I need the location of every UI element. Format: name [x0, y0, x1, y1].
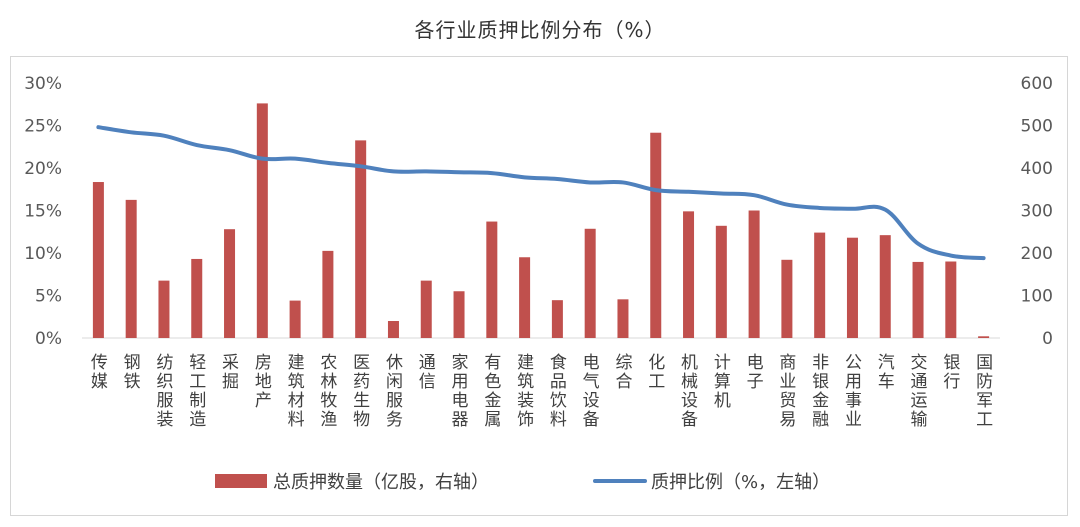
bar — [814, 232, 826, 338]
chart-title: 各行业质押比例分布（%） — [414, 18, 666, 42]
bar — [191, 258, 203, 338]
x-tick-label: 汽车 — [878, 353, 895, 392]
y-right-tick-label: 400 — [1021, 159, 1053, 179]
bar — [748, 210, 760, 338]
bar — [486, 221, 498, 338]
x-tick-label: 食品饮料 — [550, 353, 567, 430]
y-left-tick-label: 0% — [35, 329, 62, 349]
x-tick-label: 休闲服务 — [386, 353, 403, 430]
y-left-tick-label: 10% — [24, 244, 62, 264]
bar — [322, 250, 334, 338]
x-tick-label: 农林牧渔 — [320, 353, 337, 430]
x-tick-label: 非银金融 — [812, 353, 829, 430]
bar — [92, 182, 104, 338]
bar — [125, 199, 137, 338]
y-right-tick-label: 600 — [1021, 74, 1053, 94]
bar — [551, 300, 563, 338]
x-tick-label: 银行 — [943, 353, 960, 392]
bar — [781, 259, 793, 338]
x-tick-label: 钢铁 — [124, 353, 141, 392]
x-tick-label: 化工 — [648, 353, 665, 392]
y-right-tick-label: 200 — [1021, 244, 1053, 264]
bar — [420, 280, 432, 338]
x-tick-label: 电子 — [747, 353, 764, 392]
bar — [617, 299, 629, 338]
bar — [256, 103, 268, 339]
x-tick-label: 房地产 — [255, 353, 272, 411]
bar — [158, 280, 170, 338]
legend-bar-label: 总质押数量（亿股，右轴） — [273, 472, 489, 493]
series-line — [96, 125, 986, 261]
bar — [453, 291, 465, 338]
y-right-tick-label: 0 — [1042, 329, 1053, 349]
x-tick-label: 机械设备 — [681, 353, 698, 430]
x-tick-label: 医药生物 — [353, 353, 370, 430]
x-tick-label: 轻工制造 — [189, 353, 206, 430]
y-right-tick-label: 500 — [1021, 117, 1053, 137]
x-tick-label: 计算机 — [714, 353, 731, 411]
y-left-tick-label: 15% — [24, 202, 62, 222]
bar — [224, 229, 236, 338]
x-tick-label: 综合 — [615, 353, 632, 392]
bar — [846, 237, 858, 338]
bar — [945, 261, 957, 338]
y-left-tick-label: 25% — [24, 117, 62, 137]
chart-frame — [10, 56, 1068, 516]
x-tick-label: 国防军工 — [976, 353, 993, 430]
bar — [355, 140, 367, 338]
bar — [978, 336, 990, 338]
x-tick-label: 建筑装饰 — [517, 353, 534, 430]
y-left-tick-label: 20% — [24, 159, 62, 179]
x-tick-label: 商业贸易 — [779, 353, 796, 430]
y-left-tick-label: 30% — [24, 74, 62, 94]
bar — [387, 321, 399, 338]
bar — [912, 261, 924, 338]
bar — [650, 132, 662, 338]
x-tick-label: 通信 — [419, 353, 436, 392]
y-left-tick-label: 5% — [35, 287, 62, 307]
x-tick-label: 交通运输 — [911, 353, 928, 430]
x-tick-label: 有色金属 — [484, 353, 501, 430]
bar — [519, 257, 531, 338]
bar — [289, 300, 301, 338]
x-tick-label: 家用电器 — [452, 353, 469, 430]
bar — [584, 228, 596, 338]
legend-bar-swatch — [215, 474, 267, 488]
bar — [879, 235, 891, 338]
bar — [715, 225, 727, 338]
y-right-tick-label: 100 — [1021, 287, 1053, 307]
x-tick-label: 电气设备 — [583, 353, 600, 430]
x-tick-label: 纺织服装 — [156, 353, 173, 430]
x-tick-label: 传媒 — [91, 353, 108, 392]
y-right-tick-label: 300 — [1021, 202, 1053, 222]
bar — [683, 211, 695, 338]
legend-line-label: 质押比例（%，左轴） — [651, 472, 830, 493]
x-tick-label: 采掘 — [222, 353, 239, 392]
x-tick-label: 公用事业 — [845, 353, 862, 430]
x-tick-label: 建筑材料 — [288, 353, 305, 430]
